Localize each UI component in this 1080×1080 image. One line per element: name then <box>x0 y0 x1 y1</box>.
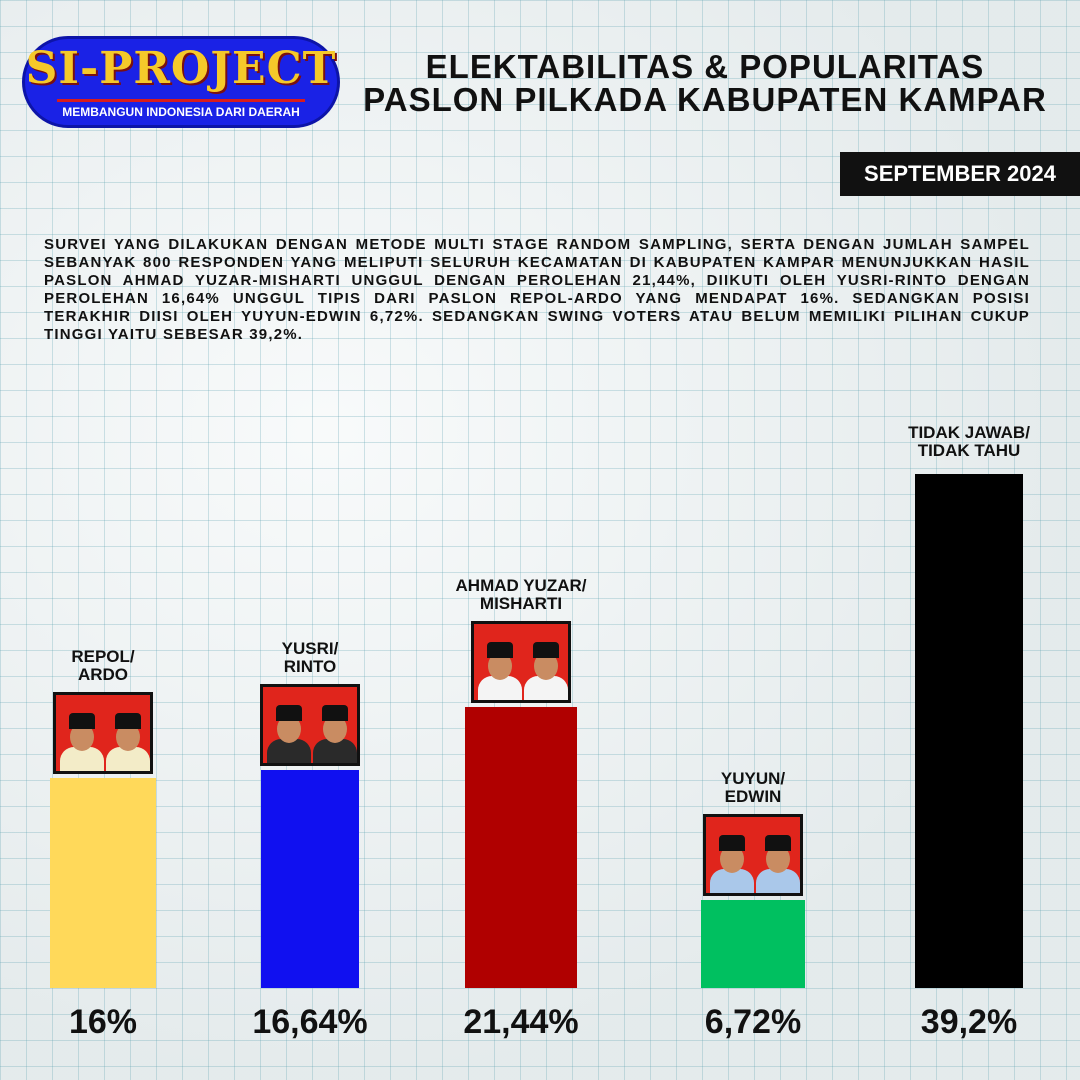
value-label-yusri-rinto: 16,64% <box>252 1003 368 1041</box>
candidate-figure <box>267 699 311 764</box>
candidate-figure <box>710 829 754 893</box>
value-label-tidak-jawab: 39,2% <box>920 1003 1018 1041</box>
bar-yuyun-edwin <box>701 899 805 988</box>
category-label-ahmad-yuzar-misharti: AHMAD YUZAR/ MISHARTI <box>455 576 587 614</box>
value-label-yuyun-edwin: 6,72% <box>704 1003 802 1041</box>
chart-title-line2: PASLON PILKADA KABUPATEN KAMPAR <box>363 81 1047 118</box>
date-badge: SEPTEMBER 2024 <box>840 152 1080 196</box>
candidate-photo-ahmad-yuzar-misharti <box>471 621 571 704</box>
bar-repol-ardo <box>50 778 156 988</box>
candidate-figure <box>478 636 522 701</box>
chart-title-line1: ELEKTABILITAS & POPULARITAS <box>425 48 985 85</box>
logo: SI-PROJECT MEMBANGUN INDONESIA DARI DAER… <box>22 36 340 128</box>
logo-divider <box>57 99 305 102</box>
candidate-figure <box>524 636 568 701</box>
bar-tidak-jawab <box>915 474 1023 988</box>
value-label-ahmad-yuzar-misharti: 21,44% <box>463 1003 579 1041</box>
candidate-photo-yuyun-edwin <box>703 813 803 896</box>
category-label-yuyun-edwin: YUYUN/ EDWIN <box>720 768 786 806</box>
candidate-figure <box>106 707 150 772</box>
category-label-repol-ardo: REPOL/ ARDO <box>71 647 135 685</box>
survey-description: SURVEI YANG DILAKUKAN DENGAN METODE MULT… <box>44 236 1030 343</box>
chart-title: ELEKTABILITAS & POPULARITAS PASLON PILKA… <box>350 50 1060 116</box>
logo-subtitle: MEMBANGUN INDONESIA DARI DAERAH <box>62 105 300 119</box>
logo-title: SI-PROJECT <box>25 43 337 94</box>
value-label-repol-ardo: 16% <box>68 1003 138 1041</box>
candidate-figure <box>60 707 104 772</box>
candidate-photo-repol-ardo <box>53 692 153 775</box>
candidate-figure <box>756 829 800 893</box>
candidate-photo-yusri-rinto <box>260 684 360 767</box>
candidate-figure <box>313 699 357 764</box>
bar-ahmad-yuzar-misharti <box>465 707 577 988</box>
category-label-yusri-rinto: YUSRI/ RINTO <box>281 639 339 677</box>
bar-yusri-rinto <box>261 770 359 988</box>
category-label-tidak-jawab: TIDAK JAWAB/ TIDAK TAHU <box>908 423 1030 461</box>
